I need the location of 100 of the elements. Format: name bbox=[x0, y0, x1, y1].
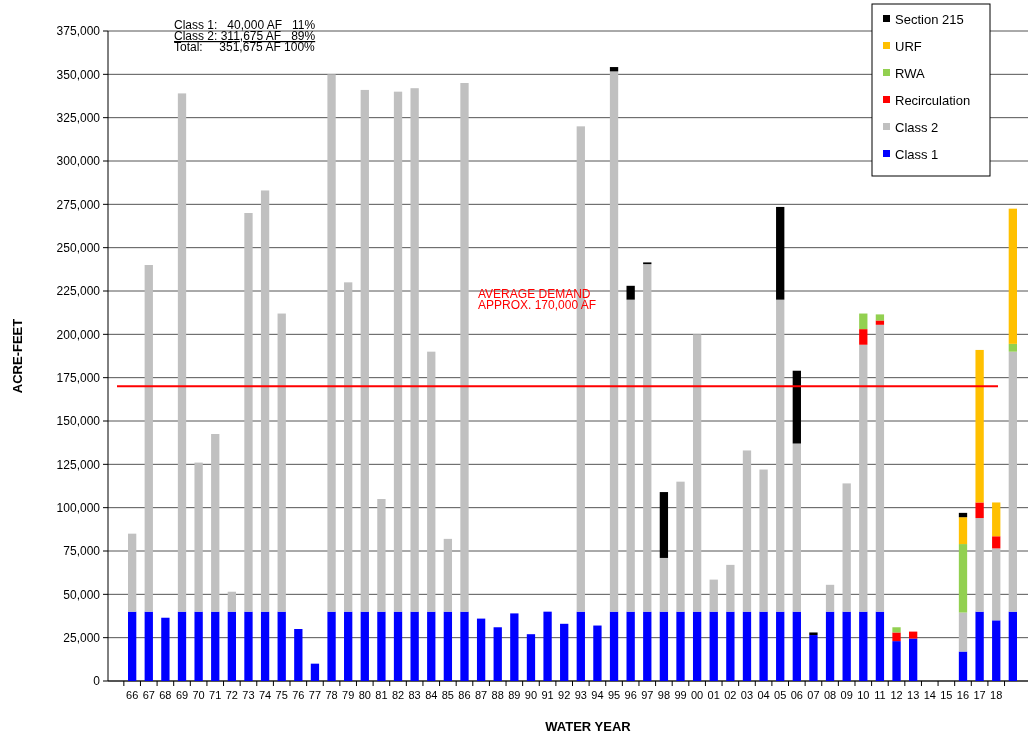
bar bbox=[393, 91, 403, 612]
x-tick-label: 73 bbox=[242, 689, 255, 701]
bar bbox=[875, 320, 885, 325]
bar bbox=[975, 502, 984, 519]
bar bbox=[427, 351, 436, 612]
bar bbox=[975, 611, 984, 681]
y-tick-label: 125,000 bbox=[56, 457, 101, 472]
bar bbox=[360, 611, 369, 681]
bar bbox=[726, 564, 735, 612]
x-tick-label: 68 bbox=[159, 689, 172, 701]
x-tick-label: 78 bbox=[325, 689, 338, 701]
bar bbox=[742, 450, 752, 612]
y-tick-label: 350,000 bbox=[56, 67, 101, 82]
bar bbox=[626, 299, 635, 612]
y-tick-label: 75,000 bbox=[63, 544, 101, 559]
bar bbox=[792, 611, 801, 681]
x-tick-label: 93 bbox=[574, 689, 587, 701]
bar bbox=[992, 502, 1001, 537]
y-tick-label: 375,000 bbox=[56, 24, 101, 39]
bar bbox=[543, 611, 552, 681]
x-tick-label: 76 bbox=[292, 689, 305, 701]
x-tick-label: 80 bbox=[358, 689, 371, 701]
legend-label: URF bbox=[895, 38, 922, 54]
bar bbox=[460, 611, 469, 681]
x-tick-label: 88 bbox=[491, 689, 504, 701]
x-tick-label: 96 bbox=[624, 689, 637, 701]
bar bbox=[792, 443, 801, 612]
bar bbox=[194, 611, 203, 681]
bar bbox=[892, 632, 901, 642]
bar bbox=[377, 499, 386, 612]
bar bbox=[958, 612, 968, 652]
y-tick-label: 325,000 bbox=[56, 110, 101, 125]
bar bbox=[908, 638, 918, 681]
bar bbox=[211, 611, 220, 681]
bar bbox=[626, 611, 635, 681]
bar bbox=[144, 611, 153, 681]
y-tick-label: 150,000 bbox=[56, 414, 101, 429]
x-tick-label: 12 bbox=[890, 689, 903, 701]
x-tick-label: 70 bbox=[192, 689, 205, 701]
bar bbox=[875, 314, 885, 321]
bar bbox=[692, 611, 702, 681]
bar bbox=[410, 88, 419, 612]
bar bbox=[676, 481, 685, 612]
x-tick-label: 83 bbox=[408, 689, 421, 701]
bar bbox=[227, 611, 237, 681]
bar bbox=[859, 329, 868, 345]
bar bbox=[277, 313, 286, 612]
bar bbox=[260, 611, 270, 681]
y-tick-label: 100,000 bbox=[56, 500, 101, 515]
legend-label: Class 1 bbox=[895, 146, 939, 162]
x-tick-label: 92 bbox=[558, 689, 571, 701]
bar bbox=[344, 282, 353, 612]
x-tick-label: 14 bbox=[923, 689, 936, 701]
bar bbox=[709, 611, 718, 681]
bar bbox=[759, 469, 768, 612]
bar bbox=[692, 334, 702, 612]
bar bbox=[875, 611, 885, 681]
bar bbox=[427, 611, 436, 681]
x-axis-title: WATER YEAR bbox=[545, 719, 632, 733]
bar bbox=[809, 632, 818, 636]
bar bbox=[892, 627, 901, 633]
y-tick-label: 275,000 bbox=[56, 197, 101, 212]
bar bbox=[859, 611, 868, 681]
bar bbox=[443, 538, 453, 612]
x-tick-label: 86 bbox=[458, 689, 471, 701]
x-tick-label: 95 bbox=[607, 689, 621, 701]
x-tick-label: 85 bbox=[441, 689, 454, 701]
bar bbox=[643, 264, 652, 612]
bar bbox=[958, 544, 968, 613]
bar bbox=[709, 579, 718, 612]
ref-line-label: AVERAGE DEMAND APPROX. 170,000 AF bbox=[478, 287, 597, 313]
x-tick-label: 81 bbox=[375, 689, 388, 701]
bar bbox=[643, 611, 652, 681]
y-tick-label: 200,000 bbox=[56, 327, 101, 342]
bar bbox=[244, 611, 253, 681]
bar bbox=[576, 611, 585, 681]
x-tick-label: 06 bbox=[790, 689, 803, 701]
bar bbox=[344, 611, 353, 681]
bar bbox=[875, 324, 885, 612]
bar bbox=[975, 518, 984, 612]
x-tick-label: 99 bbox=[674, 689, 687, 701]
bar bbox=[593, 625, 602, 681]
x-tick-label: 91 bbox=[541, 689, 554, 701]
bar bbox=[244, 213, 253, 612]
x-tick-label: 74 bbox=[258, 689, 272, 701]
x-tick-label: 84 bbox=[425, 689, 438, 701]
bar bbox=[742, 611, 752, 681]
bar bbox=[493, 627, 502, 681]
bar bbox=[776, 299, 785, 612]
bar bbox=[294, 629, 303, 681]
bar bbox=[476, 618, 486, 681]
x-tick-label: 05 bbox=[774, 689, 787, 701]
bar bbox=[177, 93, 187, 612]
bar bbox=[360, 89, 369, 612]
bar bbox=[128, 533, 137, 612]
x-tick-label: 77 bbox=[308, 689, 322, 701]
bar bbox=[211, 434, 220, 612]
x-tick-label: 07 bbox=[807, 689, 820, 701]
legend-label: Section 215 bbox=[895, 11, 964, 27]
x-tick-label: 10 bbox=[857, 689, 870, 701]
